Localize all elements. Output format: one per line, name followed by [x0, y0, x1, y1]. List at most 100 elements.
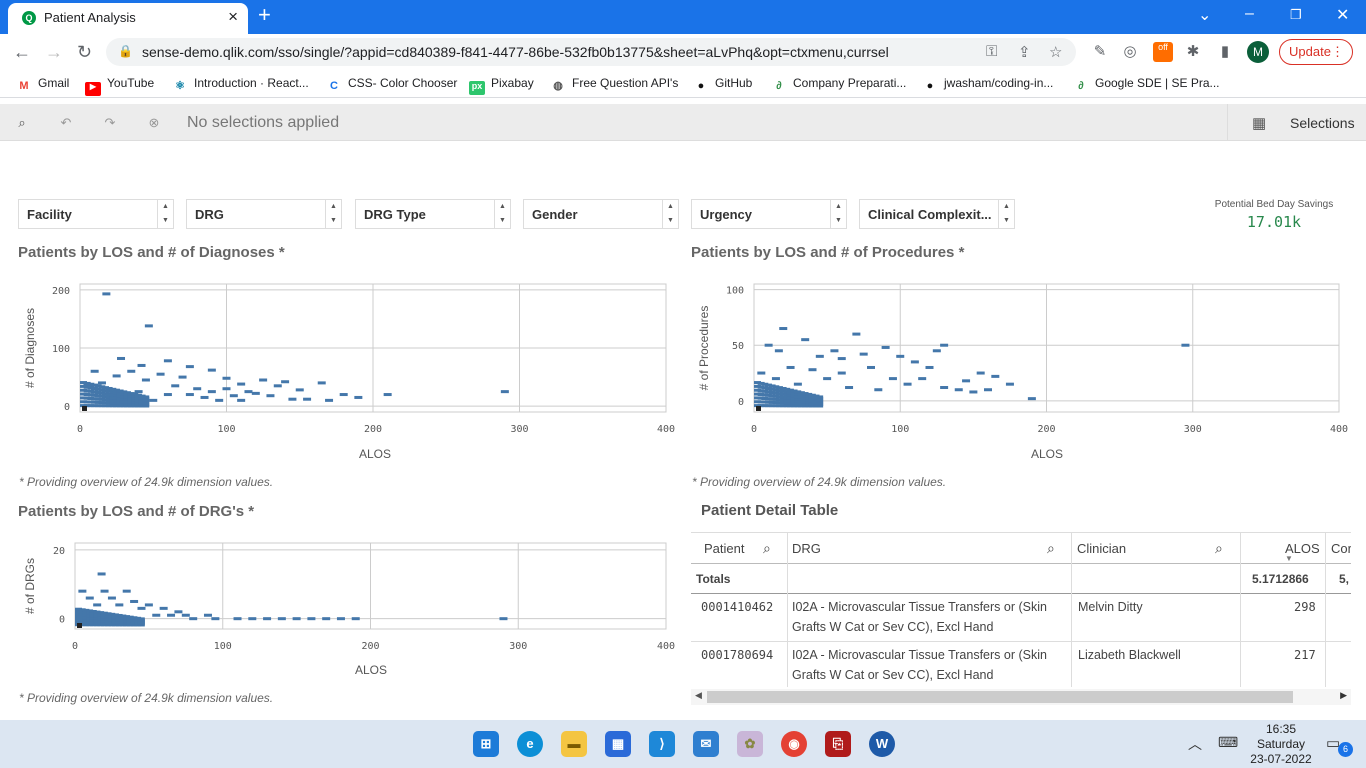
scatter-point[interactable]: [233, 617, 242, 621]
app-icon[interactable]: W: [869, 731, 895, 757]
scatter-point[interactable]: [903, 382, 912, 386]
scatter-point[interactable]: [122, 589, 131, 593]
filter-gender[interactable]: Gender ▲ ▼: [523, 199, 679, 229]
kpi-value[interactable]: 17.01k: [1246, 213, 1302, 231]
scatter-point[interactable]: [112, 374, 121, 378]
scatter-point[interactable]: [757, 371, 766, 375]
step-back-icon[interactable]: ↶: [60, 115, 72, 130]
scatter-point[interactable]: [991, 374, 1000, 378]
bookmark-youtube[interactable]: ▶ YouTube: [85, 76, 154, 96]
scatter-point[interactable]: [78, 589, 87, 593]
scatter-point[interactable]: [97, 572, 106, 576]
scatter-point[interactable]: [215, 398, 224, 402]
scatter-point[interactable]: [859, 352, 868, 356]
scatter-point[interactable]: [383, 393, 392, 397]
vscode-icon[interactable]: ⟩: [649, 731, 675, 757]
scatter-point[interactable]: [115, 603, 124, 607]
scatter-point[interactable]: [793, 382, 802, 386]
scatter-point[interactable]: [962, 379, 971, 383]
cell-alos[interactable]: 298: [1294, 600, 1316, 614]
filter-drg[interactable]: DRG ▲ ▼: [186, 199, 342, 229]
scatter-point[interactable]: [117, 356, 126, 360]
restore-icon[interactable]: ❐: [1290, 7, 1302, 22]
scatter-point[interactable]: [823, 377, 832, 381]
cell-clinician[interactable]: Lizabeth Blackwell: [1078, 648, 1181, 662]
cell-drg-continued[interactable]: Grafts W Cat or Sev CC), Excl Hand: [792, 620, 994, 634]
scatter-point[interactable]: [127, 369, 136, 373]
scatter-point[interactable]: [137, 363, 146, 367]
scatter-point[interactable]: [149, 398, 158, 402]
chevron-up-icon[interactable]: ︿: [1188, 736, 1202, 752]
scatter-point[interactable]: [500, 390, 509, 394]
scatter-point[interactable]: [83, 384, 92, 388]
scatter-point[interactable]: [910, 360, 919, 364]
scatter-point[interactable]: [764, 343, 773, 347]
scatter-point[interactable]: [181, 613, 190, 617]
scatter-point[interactable]: [881, 345, 890, 349]
scatter-point[interactable]: [837, 371, 846, 375]
scatter-point[interactable]: [107, 596, 116, 600]
scatter-point[interactable]: [845, 386, 854, 390]
scatter-point[interactable]: [237, 398, 246, 402]
scatter-point[interactable]: [325, 398, 334, 402]
profile-avatar[interactable]: M: [1247, 41, 1269, 63]
scatter-point[interactable]: [969, 390, 978, 394]
scatter-point[interactable]: [940, 386, 949, 390]
star-icon[interactable]: ☆: [1049, 44, 1063, 61]
back-icon[interactable]: ←: [13, 42, 31, 62]
cell-alos[interactable]: 217: [1294, 648, 1316, 662]
search-icon[interactable]: ⌕: [1047, 540, 1055, 556]
scatter-point[interactable]: [1005, 382, 1014, 386]
smart-search-icon[interactable]: ⌕: [18, 115, 26, 130]
filter-drg-type[interactable]: DRG Type ▲ ▼: [355, 199, 511, 229]
scatter-point[interactable]: [499, 617, 508, 621]
scatter-point[interactable]: [185, 393, 194, 397]
forward-icon[interactable]: →: [45, 42, 63, 62]
bookmark-coding-interview[interactable]: ● jwasham/coding-in...: [922, 76, 1054, 94]
column-header-alos[interactable]: ALOS: [1285, 541, 1320, 556]
bookmark-question-api[interactable]: ◍ Free Question API's: [550, 76, 678, 93]
share-icon[interactable]: ⇪: [1018, 44, 1031, 61]
scatter-point[interactable]: [801, 338, 810, 342]
scatter-point[interactable]: [171, 384, 180, 388]
new-tab-icon[interactable]: +: [258, 2, 271, 27]
edge-icon[interactable]: e: [517, 731, 543, 757]
scroll-arrows-icon[interactable]: ▲ ▼: [325, 200, 341, 228]
scatter-point[interactable]: [144, 324, 153, 328]
scatter-point[interactable]: [874, 388, 883, 392]
scatter-point[interactable]: [307, 617, 316, 621]
scatter-point[interactable]: [211, 617, 220, 621]
scatter-point[interactable]: [976, 371, 985, 375]
scatter-point[interactable]: [119, 400, 128, 404]
scatter-point[interactable]: [100, 589, 109, 593]
cell-patient[interactable]: 0001410462: [701, 600, 774, 614]
scatter-point[interactable]: [277, 617, 286, 621]
scatter-point[interactable]: [984, 388, 992, 392]
scatter-point[interactable]: [85, 596, 94, 600]
scroll-arrows-icon[interactable]: ▲ ▼: [494, 200, 510, 228]
close-window-icon[interactable]: ✕: [1336, 7, 1350, 24]
scatter-point[interactable]: [222, 376, 231, 380]
chrome-icon[interactable]: ◉: [781, 731, 807, 757]
scatter-point[interactable]: [244, 390, 253, 394]
scroll-left-icon[interactable]: ◀: [695, 690, 702, 700]
scatter-chart-diagnoses[interactable]: 0 100 200 300 400 0 100 200 ALOS # of Diagnoses: [0, 230, 680, 470]
scatter-point[interactable]: [774, 349, 783, 353]
scatter-point[interactable]: [808, 368, 817, 372]
scatter-point[interactable]: [295, 388, 304, 392]
scatter-point[interactable]: [932, 349, 941, 353]
scatter-point[interactable]: [1027, 397, 1036, 401]
scatter-point[interactable]: [925, 365, 934, 369]
bookmark-gmail[interactable]: M Gmail: [16, 76, 69, 94]
filter-urgency[interactable]: Urgency ▲ ▼: [691, 199, 847, 229]
cell-drg-continued[interactable]: Grafts W Cat or Sev CC), Excl Hand: [792, 668, 994, 682]
url-text[interactable]: sense-demo.qlik.com/sso/single/?appid=cd…: [142, 44, 889, 60]
scatter-point[interactable]: [174, 610, 183, 614]
scatter-point[interactable]: [273, 384, 282, 388]
scatter-point[interactable]: [193, 387, 202, 391]
mail-icon[interactable]: ✉: [693, 731, 719, 757]
bookmark-github[interactable]: ● GitHub: [693, 76, 753, 94]
cell-clinician[interactable]: Melvin Ditty: [1078, 600, 1143, 614]
column-header-drg[interactable]: DRG: [792, 541, 821, 556]
update-button[interactable]: Update ⋮: [1279, 39, 1353, 65]
